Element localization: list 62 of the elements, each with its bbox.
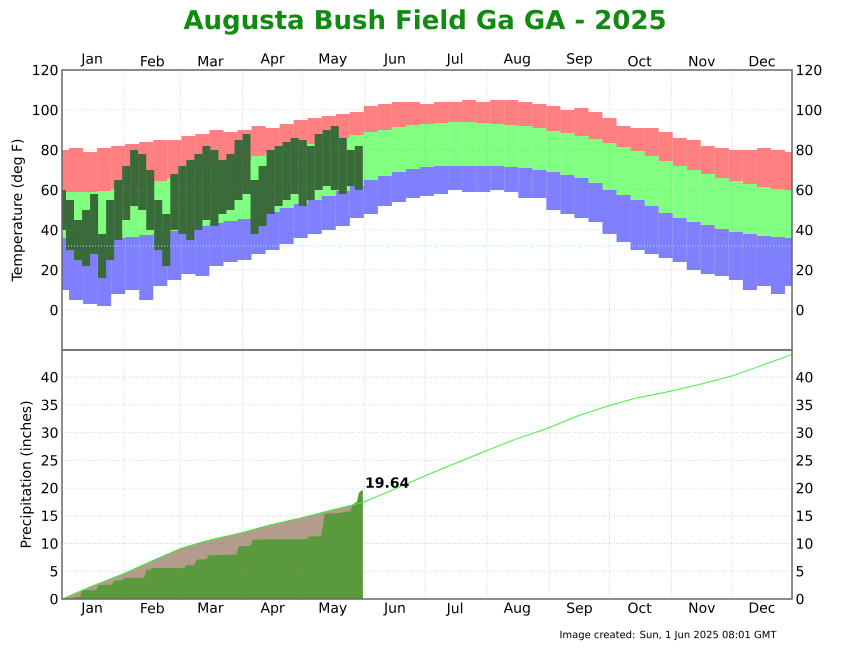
y-tick-label: 60 — [42, 184, 58, 196]
y2-tick-label: 40 — [796, 372, 812, 382]
x-tick-label: Oct — [628, 602, 652, 614]
x-tick-label: Mar — [198, 602, 224, 613]
x-tick-label: Nov — [689, 602, 716, 613]
annotation: 19.64 — [366, 477, 409, 488]
x2-tick-label: Aug — [504, 53, 530, 66]
x-tick-label: Dec — [750, 602, 775, 613]
x2-tick-label: May — [320, 53, 347, 66]
y-tick-label: 15 — [42, 510, 58, 522]
y-tick-label: 25 — [42, 455, 58, 466]
y-tick-label: 20 — [42, 482, 58, 494]
y2-tick-label: 25 — [796, 455, 812, 466]
x-tick-label: Sep — [567, 602, 592, 616]
y2-tick-label: 0 — [796, 304, 804, 316]
y-tick-label: 10 — [42, 538, 58, 549]
y2-tick-label: 30 — [796, 427, 812, 438]
y2-tick-label: 20 — [796, 264, 812, 276]
x2-tick-label: Nov — [689, 56, 716, 66]
x-tick-label: Feb — [141, 602, 164, 614]
x-tick-label: Aug — [504, 602, 530, 616]
y-axis-title: Temperature (deg F) — [11, 140, 25, 282]
x2-tick-label: Oct — [628, 56, 652, 66]
x2-tick-label: Jul — [446, 53, 462, 66]
x2-tick-label: Feb — [141, 56, 164, 66]
x2-tick-label: Apr — [260, 53, 285, 66]
y2-tick-label: 80 — [796, 144, 812, 156]
y2-tick-label: 0 — [796, 594, 804, 604]
x-tick-label: May — [320, 602, 347, 616]
x-tick-label: Apr — [260, 602, 285, 616]
x2-tick-label: Sep — [567, 53, 592, 66]
chart-title: Augusta Bush Field Ga GA - 2025 — [184, 9, 665, 35]
x-tick-label: Jun — [383, 602, 405, 616]
y-tick-label: 20 — [42, 264, 58, 276]
x2-tick-label: Jan — [80, 53, 102, 66]
x-tick-label: Jan — [80, 602, 102, 616]
y2-tick-label: 10 — [797, 538, 812, 549]
y2-tick-label: 35 — [796, 400, 812, 410]
x-tick-label: Jul — [446, 602, 462, 616]
y-tick-label: 120 — [33, 64, 58, 76]
y-tick-label: 100 — [33, 104, 58, 116]
y-tick-label: 30 — [42, 427, 58, 438]
y-tick-label: 0 — [50, 304, 58, 316]
y2-tick-label: 15 — [797, 510, 812, 522]
x2-tick-label: Mar — [198, 56, 224, 66]
y-tick-label: 40 — [41, 372, 58, 382]
line-series — [62, 354, 792, 600]
x2-tick-label: Jun — [383, 53, 405, 66]
text: Image created: Sun, 1 Jun 2025 08:01 GMT — [560, 630, 777, 640]
y-axis-title: Precipitation (inches) — [20, 402, 34, 548]
y-tick-label: 0 — [50, 594, 58, 604]
y-tick-label: 40 — [41, 224, 58, 236]
y-tick-label: 35 — [42, 400, 58, 410]
y2-tick-label: 40 — [796, 224, 812, 236]
y2-tick-label: 20 — [796, 482, 812, 494]
y2-tick-label: 100 — [797, 104, 822, 116]
y2-tick-label: 120 — [797, 64, 822, 76]
y2-tick-label: 60 — [796, 184, 812, 196]
y-tick-label: 80 — [42, 144, 58, 156]
y-tick-label: 5 — [50, 566, 58, 576]
x2-tick-label: Dec — [750, 56, 775, 66]
y2-tick-label: 5 — [796, 566, 804, 576]
